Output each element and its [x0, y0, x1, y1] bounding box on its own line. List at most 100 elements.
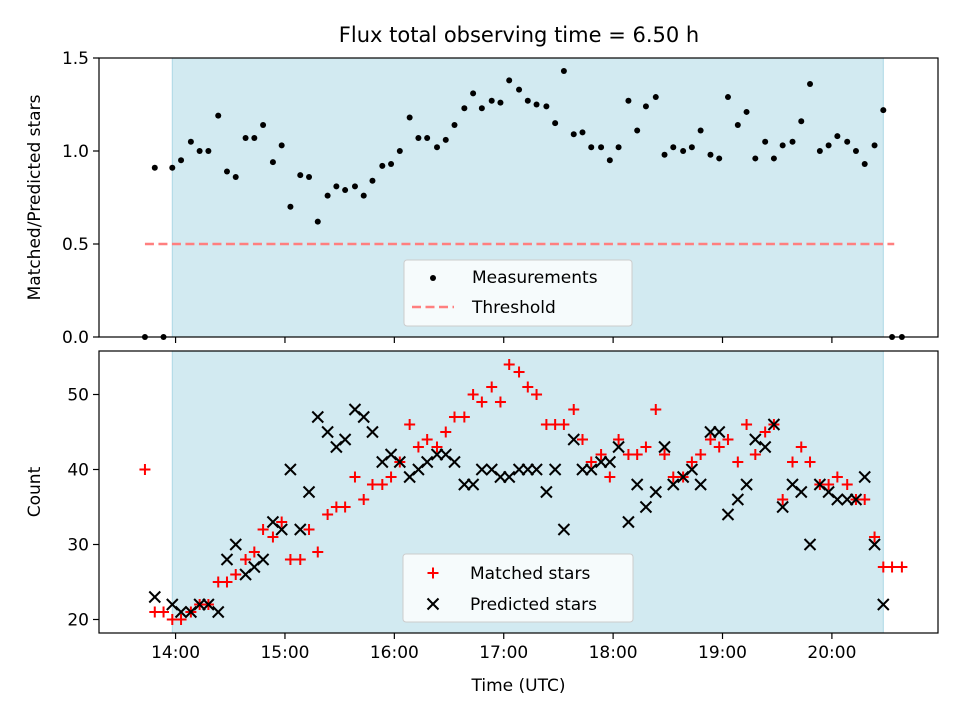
measurement-point: [807, 81, 814, 88]
predicted-star-point: [148, 590, 161, 604]
count-points-layer: [139, 359, 908, 625]
x-marker-stroke-b: [594, 455, 608, 469]
matched-star-point: [640, 441, 652, 453]
measurement-point: [242, 134, 249, 141]
legend-matched-label: Matched stars: [470, 564, 590, 584]
measurement-point: [369, 177, 376, 184]
predicted-star-point: [174, 605, 188, 619]
top-ylabel: Matched/Predicted stars: [25, 94, 45, 300]
predicted-star-point: [294, 523, 307, 536]
top-ytick-label: 0.0: [62, 328, 89, 348]
top-axes-layer: 0.0 0.5 1.0 1.5 Matched/Predicted stars: [25, 49, 939, 348]
matched-star-point: [440, 426, 452, 438]
matched-star-point: [896, 561, 908, 573]
x-marker-stroke-b: [458, 478, 471, 491]
x-marker-stroke-b: [311, 410, 324, 424]
x-marker-stroke-b: [612, 440, 625, 454]
predicted-star-point: [877, 598, 890, 611]
matched-star-point: [886, 561, 898, 573]
measurement-point: [615, 144, 622, 151]
x-marker-stroke-b: [622, 515, 635, 529]
x-marker-stroke-b: [649, 485, 662, 499]
x-marker-stroke-b: [704, 425, 717, 439]
x-marker-stroke-b: [220, 553, 234, 566]
predicted-star-point: [704, 425, 717, 439]
measurement-point: [634, 127, 641, 134]
x-marker-stroke-b: [694, 478, 707, 491]
predicted-star-point: [776, 500, 789, 514]
bottom-axes-frame: [98, 350, 939, 634]
x-marker-stroke-b: [302, 485, 316, 499]
matched-star-point: [695, 449, 707, 460]
predicted-star-point: [585, 463, 598, 476]
predicted-star-point: [694, 478, 707, 491]
measurement-point: [396, 148, 403, 154]
predicted-star-point: [430, 448, 444, 461]
legend-measurement-marker: [430, 275, 436, 281]
measurement-point: [470, 90, 477, 97]
predicted-star-point: [530, 463, 543, 476]
measurement-point: [652, 94, 659, 101]
measurement-point: [707, 151, 714, 158]
predicted-star-point: [494, 470, 507, 484]
predicted-star-point: [212, 605, 225, 619]
matched-star-point: [631, 449, 643, 460]
matched-star-point: [650, 404, 662, 415]
measurement-point: [406, 114, 413, 121]
matched-star-point: [486, 381, 498, 393]
matched-star-point: [175, 614, 187, 625]
matched-star-point: [604, 471, 616, 483]
measurement-point: [516, 86, 523, 93]
legend-predicted-label: Predicted stars: [470, 595, 597, 615]
x-marker-stroke-b: [786, 478, 799, 491]
measurement-point: [779, 142, 786, 149]
predicted-star-point: [740, 478, 753, 491]
measurement-point: [232, 174, 239, 181]
measurement-point: [306, 174, 313, 181]
x-marker-stroke-b: [485, 463, 498, 476]
measurement-point: [825, 142, 832, 149]
x-marker-stroke-b: [348, 403, 362, 416]
measurement-point: [178, 157, 185, 164]
predicted-star-point: [256, 553, 270, 566]
matched-star-point: [667, 471, 679, 483]
matched-star-point: [339, 501, 351, 513]
predicted-star-point: [321, 425, 334, 439]
matched-star-point: [558, 419, 570, 430]
predicted-star-point: [612, 440, 625, 454]
measurement-point: [680, 148, 687, 154]
measurement-point: [187, 138, 194, 145]
predicted-star-point: [630, 478, 644, 491]
x-marker-stroke-b: [212, 605, 225, 619]
matched-star-point: [248, 546, 260, 558]
measurement-point: [670, 144, 677, 151]
measurement-point: [151, 164, 158, 171]
matched-star-point: [859, 494, 871, 505]
matched-star-point: [513, 366, 525, 378]
x-marker-stroke-b: [193, 598, 206, 611]
x-marker-stroke-b: [266, 515, 280, 529]
x-marker-stroke-b: [275, 523, 288, 536]
matched-star-point: [221, 576, 233, 588]
x-marker-stroke-b: [466, 478, 480, 491]
measurement-point: [169, 164, 176, 171]
x-marker-stroke-b: [658, 440, 671, 454]
measurement-point: [697, 127, 704, 134]
predicted-star-point: [841, 493, 854, 506]
measurement-point: [798, 118, 805, 125]
matched-star-point: [613, 434, 625, 445]
x-marker-stroke-b: [721, 508, 735, 521]
measurement-point: [816, 148, 823, 154]
x-marker-stroke-b: [585, 463, 598, 476]
bottom-xtick-label: 17:00: [479, 643, 528, 663]
predicted-star-point: [749, 433, 762, 446]
predicted-star-point: [721, 508, 735, 521]
legend-predicted-marker: [426, 597, 440, 611]
x-marker-stroke-b: [576, 463, 589, 476]
measurement-point: [588, 144, 595, 151]
x-marker-stroke-b: [713, 425, 726, 439]
bottom-legend-box: [402, 553, 634, 623]
x-marker-stroke-b: [426, 597, 440, 611]
matched-star-point: [158, 606, 170, 618]
measurement-point: [852, 148, 859, 154]
